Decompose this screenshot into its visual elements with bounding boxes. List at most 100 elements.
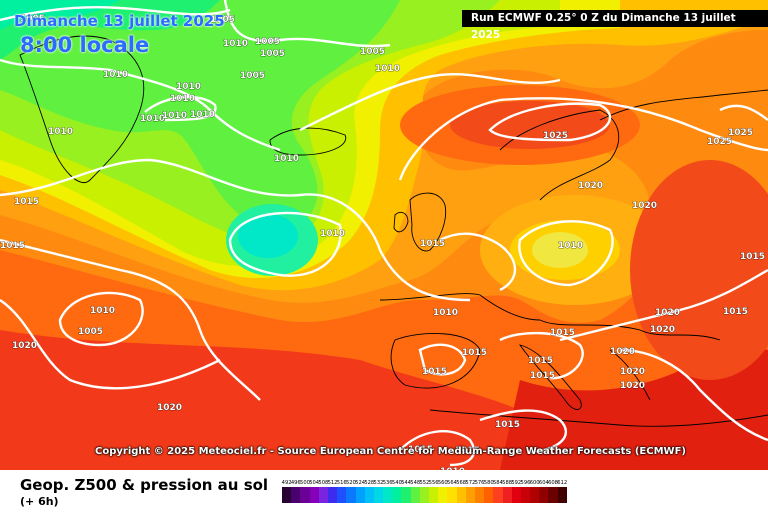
- field-green: [0, 0, 400, 230]
- isobar-label: 1010: [440, 467, 465, 470]
- color-scale-tick: 588: [502, 480, 513, 486]
- color-scale-swatch: [557, 487, 567, 503]
- color-scale-step: 540: [391, 480, 402, 503]
- field-east-red: [630, 160, 768, 380]
- isobar-label: 1015: [550, 328, 575, 338]
- isobar-label: 1010: [48, 127, 73, 137]
- color-scale-tick: 508: [318, 480, 329, 486]
- color-scale-swatch: [291, 487, 301, 503]
- color-scale-tick: 524: [355, 480, 366, 486]
- isobar-label: 1020: [578, 181, 603, 191]
- field-scand-red2: [450, 101, 610, 149]
- isobar-label: 1015: [0, 241, 25, 251]
- color-scale-swatch: [438, 487, 448, 503]
- color-scale-swatch: [383, 487, 393, 503]
- isobar-label: 1010: [190, 110, 215, 120]
- isobar-label: 1010: [103, 70, 128, 80]
- color-scale-tick: 560: [437, 480, 448, 486]
- color-scale-swatch: [410, 487, 420, 503]
- isobar-label: 1020: [157, 403, 182, 413]
- isobar-label: 1010: [223, 39, 248, 49]
- color-scale-step: 604: [538, 480, 549, 503]
- isobar-label: 1015: [530, 371, 555, 381]
- color-scale-tick: 608: [548, 480, 558, 486]
- isobar-label: 1025: [543, 131, 568, 141]
- isobar-label: 1015: [495, 420, 520, 430]
- isobar-label: 1015: [14, 197, 39, 207]
- color-scale-step: 532: [374, 480, 383, 503]
- color-scale-tick: 572: [465, 480, 476, 486]
- color-scale-swatch: [327, 487, 338, 503]
- isobar-label: 1020: [620, 367, 645, 377]
- isobar-label: 1005: [260, 49, 285, 59]
- color-scale-tick: 580: [483, 480, 494, 486]
- color-scale-swatch: [364, 487, 374, 503]
- isobar-label: 1010: [176, 82, 201, 92]
- isobar-label: 1005: [360, 47, 385, 57]
- color-scale-step: 596: [521, 480, 530, 503]
- color-scale-swatch: [456, 487, 466, 503]
- color-scale-swatch: [309, 487, 319, 503]
- forecast-time: 8:00 locale: [20, 33, 150, 57]
- color-scale-swatch: [346, 487, 356, 503]
- color-scale-tick: 600: [529, 480, 540, 486]
- color-scale-tick: 552: [419, 480, 430, 486]
- isobar-label: 1010: [558, 241, 583, 251]
- color-scale-step: 544: [401, 480, 411, 503]
- isobar-label: 1020: [12, 341, 37, 351]
- color-scale-step: 492: [282, 480, 292, 503]
- color-scale-step: 556: [428, 480, 439, 503]
- color-scale-swatch: [429, 487, 439, 503]
- color-scale-tick: 596: [520, 480, 531, 486]
- isobar-label: 1005: [240, 71, 265, 81]
- field-europe-peak: [532, 232, 588, 268]
- color-scale-tick: 504: [309, 480, 320, 486]
- color-scale-tick: 568: [456, 480, 467, 486]
- color-scale-step: 508: [318, 480, 329, 503]
- color-scale-step: 612: [557, 480, 568, 503]
- color-scale-swatch: [539, 487, 549, 503]
- isobar-label: 1005: [255, 37, 280, 47]
- forecast-step: (+ 6h): [20, 495, 59, 508]
- isobar-label: 1015: [455, 446, 480, 456]
- color-scale-tick: 556: [428, 480, 439, 486]
- isobar-label: 1010: [90, 306, 115, 316]
- isobar-label: 1015: [408, 445, 433, 455]
- color-scale-tick: 496: [290, 480, 301, 486]
- color-scale-tick: 544: [401, 480, 411, 486]
- color-scale-tick: 536: [382, 480, 393, 486]
- isobar-label: 1020: [632, 201, 657, 211]
- isobar-label: 1020: [610, 347, 635, 357]
- color-scale-tick: 548: [410, 480, 421, 486]
- color-scale-step: 496: [290, 480, 301, 503]
- color-scale-swatch: [530, 487, 540, 503]
- product-title: Geop. Z500 & pression au sol: [20, 476, 269, 494]
- isobar-label: 1020: [620, 381, 645, 391]
- color-scale: 492 496 500 504 508 512 516 520 524 528 532 536 540 5…: [282, 480, 567, 503]
- color-scale-step: 588: [502, 480, 513, 503]
- color-scale-swatch: [474, 487, 485, 503]
- isobar-label: 1020: [655, 308, 680, 318]
- color-scale-tick: 528: [364, 480, 375, 486]
- isobar-label: 1010: [162, 111, 187, 121]
- color-scale-step: 592: [511, 480, 521, 503]
- color-scale-swatch: [401, 487, 411, 503]
- color-scale-step: 580: [483, 480, 494, 503]
- color-scale-tick: 540: [391, 480, 402, 486]
- isobar-label: 1015: [462, 348, 487, 358]
- isobar-label: 1005: [210, 15, 235, 25]
- color-scale-swatch: [511, 487, 521, 503]
- color-scale-swatch: [318, 487, 328, 503]
- color-scale-swatch: [392, 487, 402, 503]
- copyright-notice: Copyright © 2025 Meteociel.fr - Source E…: [95, 446, 686, 457]
- color-scale-tick: 612: [557, 480, 568, 486]
- color-scale-swatch: [520, 487, 531, 503]
- color-scale-tick: 520: [345, 480, 356, 486]
- isobars: [0, 0, 768, 467]
- color-scale-tick: 500: [300, 480, 310, 486]
- color-scale-swatch: [548, 487, 558, 503]
- color-scale-tick: 604: [538, 480, 549, 486]
- color-scale-swatch: [355, 487, 365, 503]
